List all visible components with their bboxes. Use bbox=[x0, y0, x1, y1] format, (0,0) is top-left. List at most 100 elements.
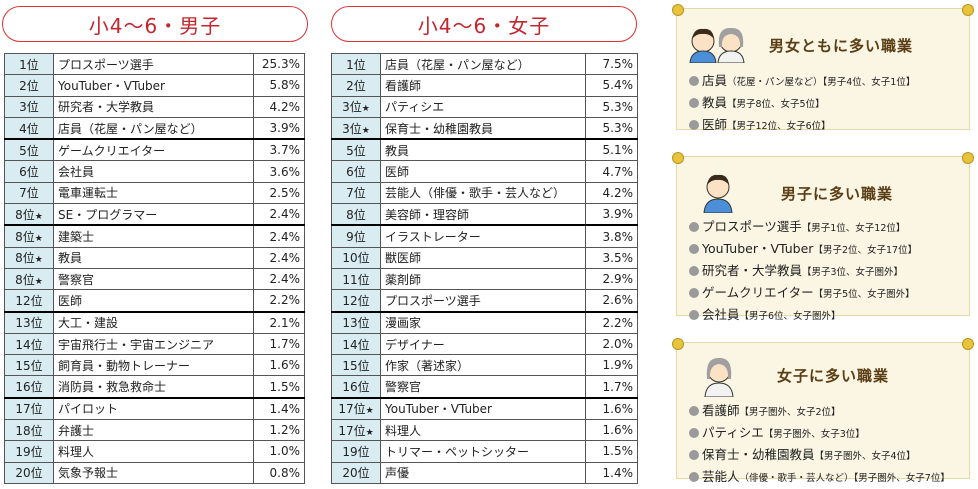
percent-cell: 7.5% bbox=[585, 52, 638, 76]
girls-ranking-table: 1位 店員（花屋・パン屋など） 7.5% 2位 看護師 5.4% 3位★ パティシエ 5.3% 3… bbox=[331, 52, 638, 484]
rank-note: 【男子圏外、女子4位】 bbox=[814, 451, 916, 462]
list-item: 医師【男子12位、女子6位】 bbox=[689, 115, 915, 137]
occupation-cell: 警察官 bbox=[380, 375, 586, 399]
bullet-icon bbox=[689, 406, 699, 416]
rank-cell: 12位 bbox=[4, 289, 54, 313]
tie-star-icon: ★ bbox=[34, 276, 43, 287]
list-item: 研究者・大学教員【男子3位、女子圏外】 bbox=[689, 261, 917, 283]
percent-cell: 2.1% bbox=[253, 310, 305, 334]
pin-icon bbox=[672, 338, 684, 350]
pin-icon bbox=[962, 4, 974, 16]
occupation-name: 看護師 bbox=[702, 403, 740, 418]
list-item: 芸能人（俳優・歌手・芸人など）【男子圏外、女子7位】 bbox=[689, 467, 950, 489]
occupation-cell: 医師 bbox=[53, 289, 254, 313]
percent-cell: 5.3% bbox=[585, 116, 638, 140]
occupation-cell: 看護師 bbox=[380, 74, 586, 97]
table-row: 8位★ 警察官 2.4% bbox=[4, 267, 305, 291]
rank-cell: 13位 bbox=[4, 310, 54, 334]
table-row: 6位 会社員 3.6% bbox=[4, 160, 305, 183]
list-item: パティシエ【男子圏外、女子3位】 bbox=[689, 423, 950, 445]
rank-cell: 2位 bbox=[4, 74, 54, 97]
table-row: 19位 トリマー・ペットシッター 1.5% bbox=[331, 440, 638, 463]
percent-cell: 2.0% bbox=[585, 332, 638, 356]
rank-cell: 6位 bbox=[331, 160, 381, 183]
occupation-cell: イラストレーター bbox=[380, 224, 586, 248]
percent-cell: 1.7% bbox=[253, 332, 305, 356]
percent-cell: 5.3% bbox=[585, 95, 638, 118]
panel-boys: 男子に多い職業 プロスポーツ選手【男子1位、女子12位】 YouTuber・VTu… bbox=[672, 152, 974, 322]
percent-cell: 2.4% bbox=[253, 203, 305, 226]
bullet-icon bbox=[689, 288, 699, 298]
percent-cell: 4.2% bbox=[585, 181, 638, 205]
bullet-icon bbox=[689, 244, 699, 254]
rank-cell: 14位 bbox=[331, 332, 381, 356]
occupation-name: 教員 bbox=[702, 95, 728, 110]
occupation-cell: 消防員・救急救命士 bbox=[53, 375, 254, 399]
occupation-cell: 芸能人（俳優・歌手・芸人など） bbox=[380, 181, 586, 205]
occupation-cell: 声優 bbox=[380, 461, 586, 484]
occupation-cell: YouTuber・VTuber bbox=[380, 396, 586, 421]
table-row: 7位 芸能人（俳優・歌手・芸人など） 4.2% bbox=[331, 181, 638, 205]
percent-cell: 0.8% bbox=[253, 461, 305, 484]
occupation-cell: パイロット bbox=[53, 396, 254, 421]
table-row: 3位★ 保育士・幼稚園教員 5.3% bbox=[331, 116, 638, 140]
rank-cell: 3位★ bbox=[331, 116, 381, 140]
bullet-icon bbox=[689, 120, 699, 130]
percent-cell: 4.7% bbox=[585, 160, 638, 183]
rank-cell: 14位 bbox=[4, 332, 54, 356]
rank-cell: 17位 bbox=[4, 396, 54, 421]
bullet-icon bbox=[689, 428, 699, 438]
occupation-cell: トリマー・ペットシッター bbox=[380, 440, 586, 463]
percent-cell: 1.4% bbox=[585, 461, 638, 484]
tie-star-icon: ★ bbox=[365, 406, 374, 417]
occupation-cell: 電車運転士 bbox=[53, 181, 254, 205]
rank-cell: 19位 bbox=[331, 440, 381, 463]
rank-cell: 16位 bbox=[4, 375, 54, 399]
table-row: 17位★ YouTuber・VTuber 1.6% bbox=[331, 396, 638, 421]
table-row: 4位 店員（花屋・パン屋など） 3.9% bbox=[4, 116, 305, 140]
rank-cell: 15位 bbox=[331, 354, 381, 377]
table-row: 17位★ 料理人 1.6% bbox=[331, 419, 638, 442]
rank-label: 3位 bbox=[19, 100, 39, 115]
rank-cell: 20位 bbox=[4, 461, 54, 484]
girls-title: 小4〜6・女子 bbox=[331, 6, 637, 42]
rank-label: 3位 bbox=[342, 121, 362, 136]
occupation-name: パティシエ bbox=[702, 425, 764, 440]
rank-note: 【男子8位、女子5位】 bbox=[727, 99, 825, 110]
occupation-cell: 宇宙飛行士・宇宙エンジニア bbox=[53, 332, 254, 356]
table-row: 7位 電車運転士 2.5% bbox=[4, 181, 305, 205]
rank-label: 8位 bbox=[346, 207, 366, 222]
rank-label: 17位 bbox=[338, 423, 366, 438]
percent-cell: 2.5% bbox=[253, 181, 305, 205]
percent-cell: 5.8% bbox=[253, 74, 305, 97]
rank-label: 14位 bbox=[342, 337, 370, 352]
percent-cell: 1.6% bbox=[253, 354, 305, 377]
occupation-cell: 医師 bbox=[380, 160, 586, 183]
rank-label: 6位 bbox=[346, 165, 366, 180]
pin-icon bbox=[962, 152, 974, 164]
rank-label: 19位 bbox=[342, 444, 370, 459]
occupation-cell: 大工・建設 bbox=[53, 310, 254, 334]
boys-title: 小4〜6・男子 bbox=[2, 6, 308, 42]
percent-cell: 25.3% bbox=[253, 52, 305, 76]
rank-cell: 20位 bbox=[331, 461, 381, 484]
rank-note: 【男子1位、女子12位】 bbox=[801, 223, 906, 234]
occupation-cell: 作家（著述家） bbox=[380, 354, 586, 377]
rank-label: 6位 bbox=[19, 165, 39, 180]
table-row: 1位 プロスポーツ選手 25.3% bbox=[4, 52, 305, 76]
rank-cell: 17位★ bbox=[331, 419, 381, 442]
percent-cell: 3.9% bbox=[585, 203, 638, 226]
rank-label: 15位 bbox=[342, 358, 370, 373]
occupation-cell: 弁護士 bbox=[53, 419, 254, 442]
rank-label: 2位 bbox=[19, 78, 39, 93]
bullet-icon bbox=[689, 76, 699, 86]
list-item: 会社員【男子6位、女子圏外】 bbox=[689, 305, 917, 327]
percent-cell: 2.9% bbox=[585, 267, 638, 291]
rank-label: 16位 bbox=[15, 380, 43, 395]
panel-girls-title: 女子に多い職業 bbox=[777, 367, 890, 385]
rank-cell: 9位 bbox=[331, 224, 381, 248]
occupation-name: 会社員 bbox=[702, 307, 740, 322]
rank-cell: 18位 bbox=[4, 419, 54, 442]
rank-label: 5位 bbox=[19, 143, 39, 158]
table-row: 12位 プロスポーツ選手 2.6% bbox=[331, 289, 638, 313]
